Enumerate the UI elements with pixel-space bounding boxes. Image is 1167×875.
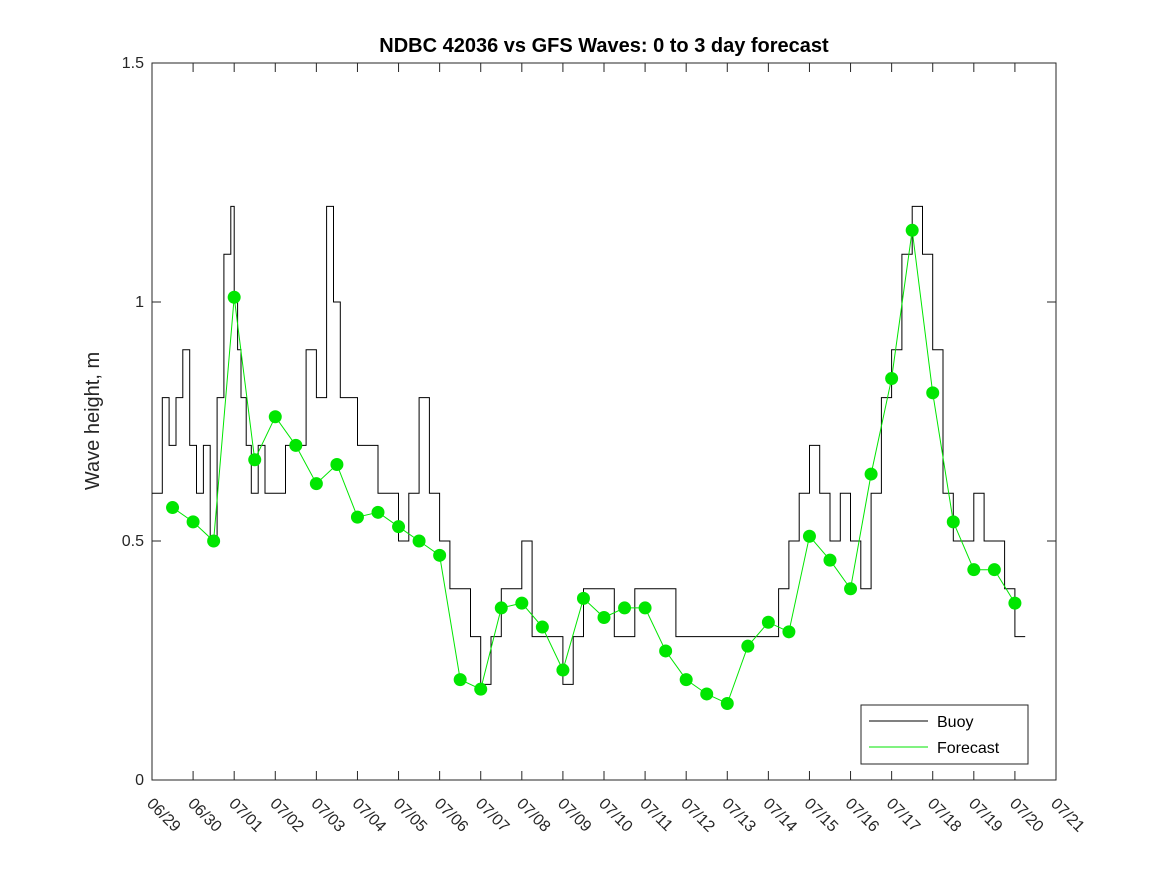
forecast-point — [1008, 596, 1022, 610]
x-tick-label: 07/13 — [718, 795, 758, 835]
x-tick-label: 07/14 — [760, 795, 800, 835]
x-tick-label: 07/06 — [431, 795, 471, 835]
x-tick-label: 07/21 — [1047, 795, 1087, 835]
y-tick-label: 0 — [135, 772, 144, 789]
y-tick-label: 0.5 — [122, 533, 144, 550]
forecast-point — [350, 510, 364, 524]
forecast-point — [494, 601, 508, 615]
forecast-point — [659, 644, 673, 658]
forecast-point — [967, 563, 981, 577]
forecast-point — [638, 601, 652, 615]
forecast-point — [535, 620, 549, 634]
legend-buoy-label: Buoy — [937, 714, 973, 731]
y-tick-label: 1 — [135, 294, 144, 311]
forecast-point — [207, 534, 221, 548]
forecast-point — [802, 529, 816, 543]
forecast-point — [227, 290, 241, 304]
forecast-point — [946, 515, 960, 529]
forecast-point — [987, 563, 1001, 577]
y-axis: 0 0.5 1 1.5 — [122, 55, 1056, 789]
forecast-point — [597, 610, 611, 624]
legend-box — [860, 704, 1029, 765]
forecast-point — [741, 639, 755, 653]
forecast-point — [453, 673, 467, 687]
plot-lines — [152, 205, 1026, 711]
forecast-point — [515, 596, 529, 610]
x-tick-label: 07/18 — [924, 795, 964, 835]
legend-forecast-label: Forecast — [937, 740, 1000, 757]
x-tick-label: 07/20 — [1006, 795, 1046, 835]
forecast-point — [248, 453, 262, 467]
forecast-point — [330, 458, 344, 472]
forecast-point — [166, 501, 180, 515]
x-tick-label: 07/17 — [883, 795, 923, 835]
forecast-series-line — [172, 230, 1016, 705]
x-tick-label: 06/30 — [184, 795, 224, 835]
forecast-point — [885, 371, 899, 385]
forecast-point — [864, 467, 878, 481]
forecast-point — [844, 582, 858, 596]
x-tick-label: 07/09 — [554, 795, 594, 835]
y-tick-label: 1.5 — [122, 55, 144, 72]
forecast-point — [576, 591, 590, 605]
forecast-point — [186, 515, 200, 529]
x-tick-label: 07/07 — [472, 795, 512, 835]
forecast-point — [371, 505, 385, 519]
forecast-point — [926, 386, 940, 400]
x-tick-label: 07/11 — [636, 795, 676, 835]
chart-title: NDBC 42036 vs GFS Waves: 0 to 3 day fore… — [379, 35, 829, 57]
x-tick-label: 06/29 — [143, 795, 183, 835]
x-tick-label: 07/15 — [801, 795, 841, 835]
forecast-point — [618, 601, 632, 615]
plot-area — [151, 62, 1057, 781]
forecast-point — [556, 663, 570, 677]
x-tick-label: 07/08 — [513, 795, 553, 835]
forecast-point — [761, 615, 775, 629]
forecast-point — [474, 682, 488, 696]
forecast-point — [823, 553, 837, 567]
forecast-point — [268, 410, 282, 424]
forecast-point — [782, 625, 796, 639]
y-axis-label: Wave height, m — [82, 352, 104, 490]
forecast-point — [905, 223, 919, 237]
forecast-point — [392, 520, 406, 534]
x-tick-label: 07/10 — [595, 795, 635, 835]
x-tick-label: 07/05 — [390, 795, 430, 835]
legend: Buoy Forecast — [860, 704, 1029, 765]
x-tick-label: 07/19 — [965, 795, 1005, 835]
x-tick-label: 07/04 — [349, 795, 389, 835]
forecast-point — [700, 687, 714, 701]
x-tick-label: 07/02 — [266, 795, 306, 835]
forecast-point — [720, 697, 734, 711]
forecast-point — [309, 477, 323, 491]
forecast-point — [412, 534, 426, 548]
forecast-point — [289, 438, 303, 452]
forecast-point — [679, 673, 693, 687]
x-tick-label: 07/03 — [308, 795, 348, 835]
forecast-point — [433, 548, 447, 562]
x-tick-label: 07/12 — [677, 795, 717, 835]
x-tick-label: 07/01 — [225, 795, 265, 835]
x-tick-label: 07/16 — [842, 795, 882, 835]
